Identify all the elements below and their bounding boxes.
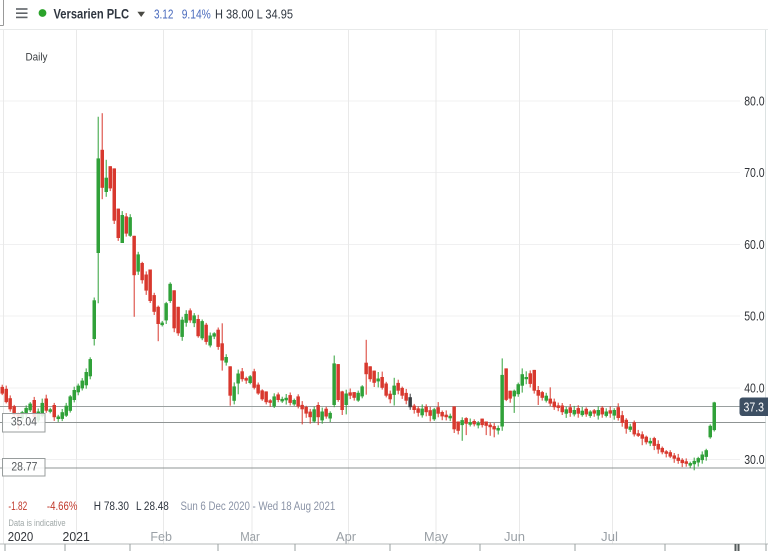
svg-text:Apr: Apr	[336, 530, 356, 544]
svg-text:H 78.30: H 78.30	[94, 501, 129, 513]
svg-text:60.0: 60.0	[744, 237, 764, 252]
svg-text:-1.82: -1.82	[8, 501, 27, 513]
svg-text:2021: 2021	[63, 530, 90, 544]
svg-text:Jun: Jun	[504, 530, 525, 544]
svg-text:H 38.00 L 34.95: H 38.00 L 34.95	[215, 7, 293, 22]
svg-text:37.3: 37.3	[744, 400, 765, 415]
svg-text:Jul: Jul	[601, 530, 618, 544]
svg-text:28.77: 28.77	[11, 460, 37, 474]
svg-text:L 28.48: L 28.48	[136, 501, 169, 513]
svg-text:May: May	[424, 530, 449, 544]
svg-text:35.04: 35.04	[11, 414, 37, 428]
svg-text:-4.66%: -4.66%	[47, 501, 78, 513]
svg-text:Feb: Feb	[150, 530, 172, 544]
svg-text:Sun 6 Dec 2020 - Wed 18 Aug 20: Sun 6 Dec 2020 - Wed 18 Aug 2021	[181, 501, 336, 513]
svg-text:80.0: 80.0	[744, 94, 764, 109]
svg-text:Mar: Mar	[240, 530, 260, 544]
svg-text:3.12: 3.12	[154, 7, 173, 22]
svg-text:50.0: 50.0	[744, 309, 764, 324]
svg-text:9.14%: 9.14%	[182, 7, 211, 22]
svg-text:Versarien PLC: Versarien PLC	[54, 6, 130, 22]
svg-text:30.0: 30.0	[744, 452, 764, 467]
svg-text:70.0: 70.0	[744, 165, 764, 180]
svg-text:2020: 2020	[8, 530, 33, 544]
svg-text:40.0: 40.0	[744, 380, 764, 395]
svg-text:Daily: Daily	[26, 52, 48, 64]
svg-text:Data is indicative: Data is indicative	[8, 518, 65, 528]
